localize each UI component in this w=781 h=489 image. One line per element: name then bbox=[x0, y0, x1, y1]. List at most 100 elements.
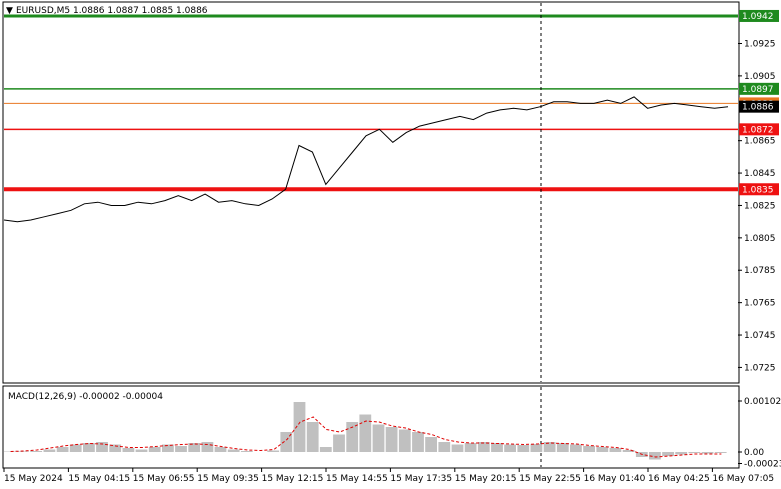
macd-axis: 0.00102 0.00 -0.00023 bbox=[738, 397, 781, 470]
macd-histogram-bar bbox=[280, 432, 293, 452]
macd-histogram-bar bbox=[504, 444, 516, 452]
price-tick-label: 1.0785 bbox=[744, 266, 776, 276]
macd-histogram-bar bbox=[662, 452, 674, 456]
macd-histogram-bar bbox=[135, 449, 148, 452]
price-axis: 1.0925 1.0905 1.0865 1.0845 1.0825 1.0805 1.07… bbox=[738, 39, 776, 373]
macd-histogram-bar bbox=[4, 451, 16, 452]
macd-histogram-bar bbox=[109, 444, 122, 452]
macd-histogram-bar bbox=[188, 443, 201, 452]
level-label: 1.0835 bbox=[742, 185, 774, 195]
macd-histogram-bar bbox=[688, 452, 701, 453]
price-tick-label: 1.0765 bbox=[744, 299, 776, 309]
time-tick-label: 15 May 2024 bbox=[4, 474, 63, 484]
macd-tick-label: -0.00023 bbox=[744, 460, 781, 470]
macd-histogram-bar bbox=[372, 424, 385, 452]
macd-histogram-bar bbox=[214, 447, 227, 452]
time-tick-label: 15 May 09:35 bbox=[197, 474, 259, 484]
macd-series bbox=[4, 402, 727, 460]
macd-histogram-bar bbox=[17, 451, 29, 452]
time-tick-label: 15 May 12:15 bbox=[262, 474, 324, 484]
macd-histogram-bar bbox=[412, 432, 424, 452]
price-tick-label: 1.0805 bbox=[744, 234, 776, 244]
macd-histogram-bar bbox=[83, 443, 95, 452]
macd-histogram-bar bbox=[609, 448, 622, 452]
macd-histogram-bar bbox=[451, 444, 464, 452]
price-line bbox=[3, 96, 729, 223]
macd-histogram-bar bbox=[556, 443, 569, 452]
macd-histogram-bar bbox=[306, 422, 319, 452]
macd-histogram-bar bbox=[69, 444, 82, 452]
macd-histogram-bar bbox=[596, 447, 609, 452]
macd-histogram-bar bbox=[398, 429, 411, 452]
macd-histogram-bar bbox=[425, 437, 437, 452]
time-tick-label: 16 May 07:05 bbox=[712, 474, 774, 484]
price-tick-label: 1.0905 bbox=[744, 72, 776, 82]
macd-indicator-label: MACD(12,26,9) -0.00002 -0.00004 bbox=[8, 392, 163, 402]
macd-histogram-bar bbox=[56, 447, 69, 452]
macd-histogram-bar bbox=[675, 452, 688, 455]
macd-histogram-bar bbox=[359, 414, 372, 452]
macd-histogram-bar bbox=[319, 447, 332, 452]
macd-histogram-bar bbox=[477, 442, 490, 452]
symbol-menu-icon[interactable]: ▼ bbox=[6, 6, 13, 16]
macd-histogram-bar bbox=[162, 444, 174, 452]
price-series bbox=[3, 96, 729, 223]
macd-histogram-bar bbox=[175, 446, 187, 452]
level-lines[interactable] bbox=[4, 14, 738, 192]
price-tick-label: 1.0745 bbox=[744, 331, 776, 341]
level-label-box bbox=[739, 9, 779, 22]
price-tick-label: 1.0925 bbox=[744, 39, 776, 49]
macd-histogram-bar bbox=[43, 449, 56, 452]
macd-histogram-bar bbox=[464, 443, 477, 452]
time-tick-label: 15 May 17:35 bbox=[390, 474, 452, 484]
price-tick-label: 1.0825 bbox=[744, 201, 776, 211]
time-tick-label: 15 May 20:15 bbox=[455, 474, 517, 484]
price-tick-label: 1.0865 bbox=[744, 137, 776, 147]
macd-histogram-bar bbox=[122, 448, 135, 452]
macd-histogram-bar bbox=[583, 446, 595, 452]
macd-histogram-bar bbox=[543, 442, 556, 452]
macd-panel-frame bbox=[2, 385, 740, 469]
macd-histogram-bar bbox=[385, 427, 398, 452]
macd-histogram-bar bbox=[96, 442, 108, 452]
level-label-box bbox=[739, 123, 779, 136]
macd-histogram-bar bbox=[517, 445, 530, 452]
macd-histogram-bar bbox=[622, 450, 635, 452]
level-label: 1.0897 bbox=[742, 85, 774, 95]
macd-signal-line bbox=[10, 416, 722, 458]
macd-histogram-bar bbox=[333, 434, 345, 452]
macd-histogram-bar bbox=[30, 451, 43, 452]
macd-histogram-bar bbox=[240, 451, 253, 452]
macd-histogram-bar bbox=[148, 447, 161, 452]
level-label-box bbox=[739, 82, 779, 95]
level-label-box bbox=[739, 183, 779, 196]
macd-tick-label: 0.00 bbox=[744, 448, 764, 458]
price-tick-label: 1.0845 bbox=[744, 169, 776, 179]
macd-histogram-bar bbox=[346, 422, 359, 452]
time-tick-label: 16 May 01:40 bbox=[584, 474, 646, 484]
price-panel-frame bbox=[2, 1, 740, 384]
level-label: 1.0872 bbox=[742, 125, 774, 135]
macd-histogram-bar bbox=[701, 452, 714, 454]
time-axis: 15 May 2024 15 May 04:15 15 May 06:55 15 Ma… bbox=[3, 468, 774, 484]
time-tick-label: 15 May 04:15 bbox=[68, 474, 130, 484]
macd-histogram-bar bbox=[530, 444, 543, 452]
macd-histogram-bar bbox=[491, 443, 503, 452]
macd-histogram-bar bbox=[293, 402, 306, 452]
macd-histogram-bar bbox=[201, 442, 214, 452]
symbol-header: EURUSD,M5 1.0886 1.0887 1.0885 1.0886 bbox=[16, 6, 208, 16]
macd-histogram-bar bbox=[649, 452, 661, 460]
macd-histogram-bar bbox=[227, 449, 240, 452]
time-tick-label: 16 May 04:25 bbox=[648, 474, 710, 484]
time-tick-label: 15 May 22:55 bbox=[519, 474, 581, 484]
time-tick-label: 15 May 14:55 bbox=[326, 474, 388, 484]
price-tick-label: 1.0725 bbox=[744, 363, 776, 373]
time-tick-label: 15 May 06:55 bbox=[133, 474, 195, 484]
macd-histogram-bar bbox=[570, 444, 582, 452]
current-price-label: 1.0886 bbox=[742, 103, 774, 113]
macd-tick-label: 0.00102 bbox=[744, 397, 781, 407]
macd-histogram-bar bbox=[267, 450, 280, 452]
macd-histogram-bar bbox=[438, 442, 451, 452]
